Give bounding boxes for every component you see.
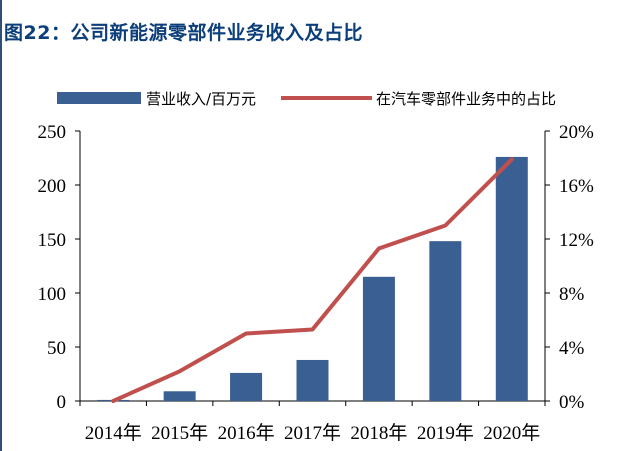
x-tick-label: 2014年	[85, 422, 142, 444]
y-tick-label-right: 0%	[559, 392, 585, 413]
bar	[230, 372, 263, 401]
x-tick-label: 2015年	[151, 422, 208, 444]
y-tick-label-left: 50	[47, 338, 66, 359]
x-tick-label: 2020年	[483, 422, 540, 444]
y-tick-label-right: 12%	[559, 230, 594, 251]
line-series	[111, 157, 514, 403]
bar	[495, 156, 528, 401]
x-tick-label: 2019年	[417, 422, 474, 444]
y-tick-label-right: 20%	[559, 122, 594, 143]
left-border	[0, 0, 2, 451]
bar	[362, 276, 395, 401]
y-tick-label-right: 4%	[559, 338, 585, 359]
chart-title: 图22：公司新能源零部件业务收入及占比	[4, 22, 363, 44]
x-tick-label: 2018年	[350, 422, 407, 444]
legend: 营业收入/百万元 在汽车零部件业务中的占比	[57, 90, 556, 108]
x-tick-label: 2016年	[218, 422, 275, 444]
x-tick-label: 2017年	[284, 422, 341, 444]
y-tick-label-left: 250	[38, 122, 67, 143]
axes: 0 50 100 150 200 250 0% 4% 8% 12% 16% 20% 2014年 2015年…	[38, 122, 595, 444]
y-tick-label-left: 100	[38, 284, 67, 305]
bar	[296, 359, 329, 401]
legend-label-line: 在汽车零部件业务中的占比	[376, 90, 556, 108]
y-tick-label-left: 150	[38, 230, 67, 251]
bar	[163, 391, 196, 401]
legend-swatch-bar	[57, 92, 141, 104]
bar-series	[97, 156, 528, 401]
legend-label-bar: 营业收入/百万元	[146, 90, 256, 108]
y-tick-label-right: 8%	[559, 284, 585, 305]
y-tick-label-left: 0	[57, 392, 67, 413]
y-tick-label-left: 200	[38, 176, 67, 197]
bar	[429, 241, 462, 401]
y-tick-label-right: 16%	[559, 176, 594, 197]
